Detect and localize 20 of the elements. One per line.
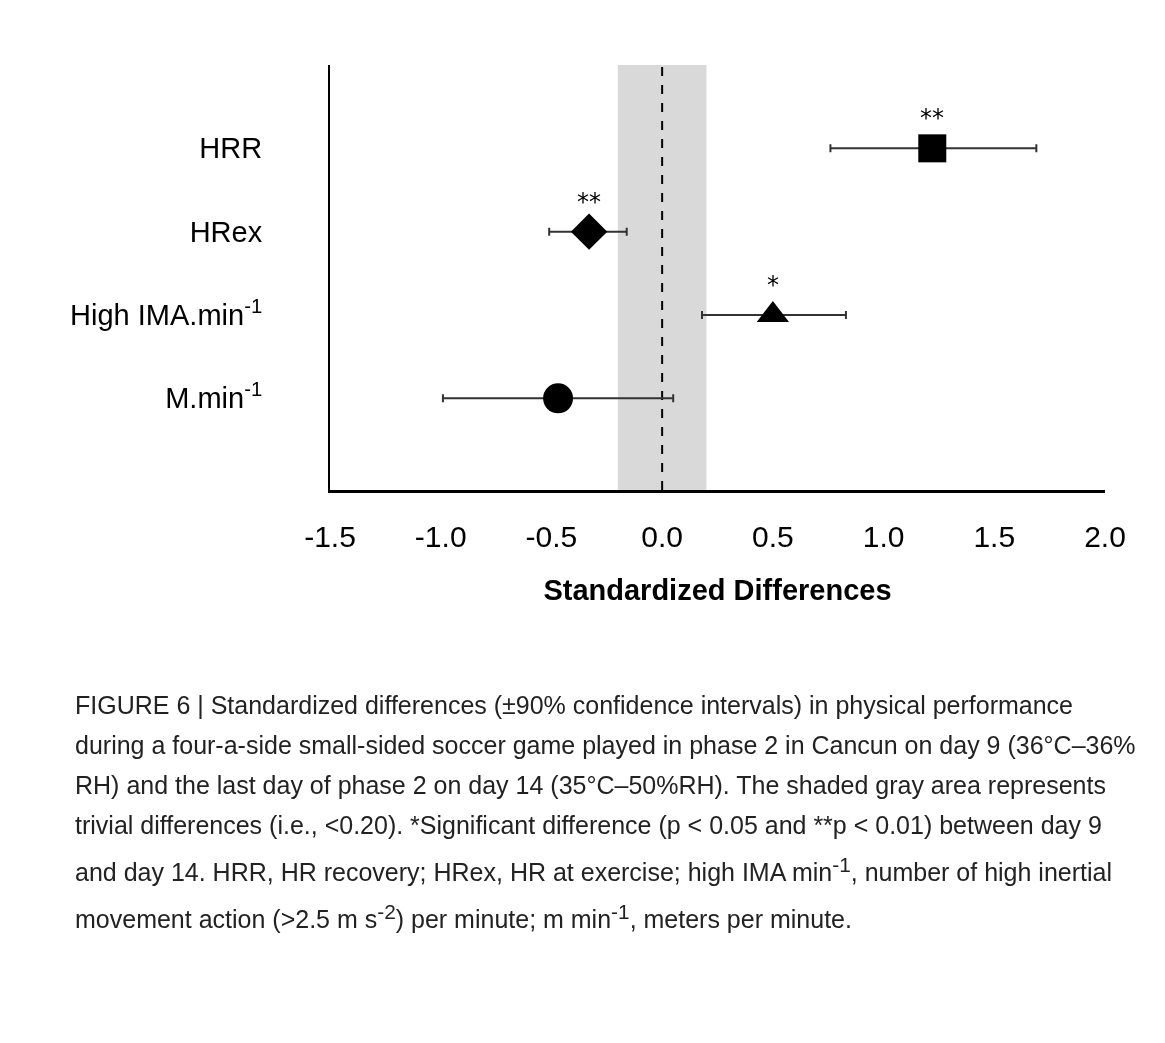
x-tick-label: 1.0: [862, 520, 905, 553]
annotation: **: [577, 188, 601, 216]
y-tick-label: HRex: [189, 215, 263, 248]
point: [918, 134, 947, 163]
x-axis-title: Standardized Differences: [543, 573, 892, 606]
x-tick-label: 2.0: [1084, 520, 1126, 553]
x-tick-label: -1.0: [414, 520, 467, 553]
y-tick-label: HRR: [199, 132, 263, 165]
x-tick-label: 0.0: [641, 520, 683, 553]
x-tick-label: -1.5: [304, 520, 356, 553]
point: [543, 383, 574, 414]
x-tick-label: -0.5: [525, 520, 578, 553]
x-tick-label: 1.5: [973, 520, 1016, 553]
x-tick-label: 0.5: [752, 520, 794, 553]
text: FIGURE 6 | Standardized differences (±90% confidence intervals) in physical performance during a four-a-side small-sided soccer game played in phase 2 in Cancun on day 9 (36°C–36% RH) and the last day of phase 2 on day 14 (35°C–50%RH). The shaded gray area represents trivial differences (i.e., <0.20). *Significant difference (p < 0.05 and **p < 0.01) between day 9 and day 14. HRR, HR recovery; HRex, HR at exercise; high IMA min$^{-1}$, number of high inertial movement action (>2.5 m s$^{-2}$) per minute; m min$^{-1}$, meters per minute.: [75, 691, 1136, 934]
annotation: **: [920, 104, 944, 132]
annotation: *: [767, 271, 779, 299]
point: [570, 213, 608, 250]
y-tick-label: High IMA.min$^{-1}$: [70, 294, 263, 332]
y-tick-label: M.min$^{-1}$: [165, 378, 263, 415]
